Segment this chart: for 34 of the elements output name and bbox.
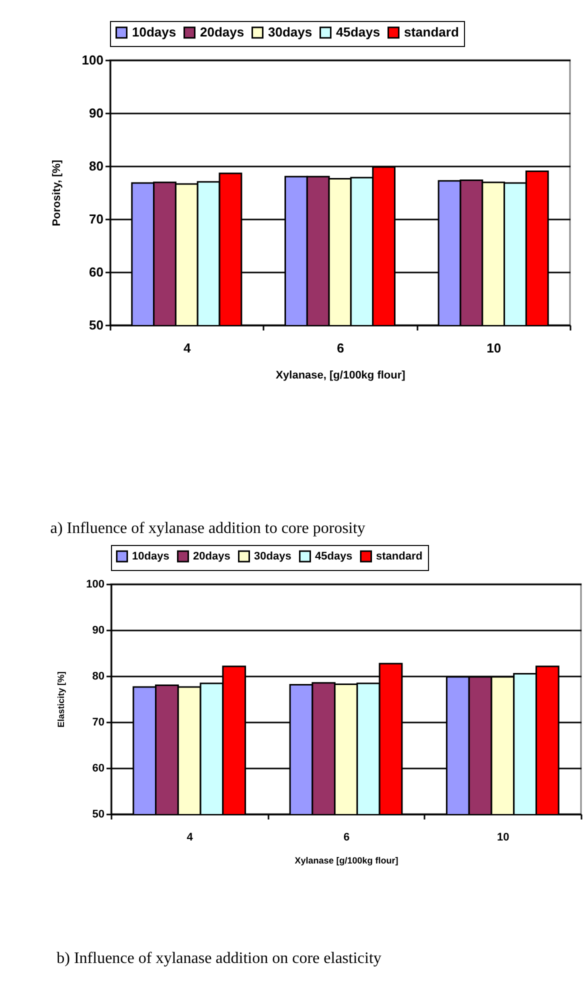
legend-label: 10days: [132, 24, 176, 40]
legend-label: 30days: [254, 550, 292, 562]
y-tick-label: 100: [82, 52, 104, 68]
y-tick-label: 60: [92, 762, 104, 774]
x-axis-title: Xylanase [g/100kg flour]: [294, 856, 398, 866]
legend-label: 20days: [200, 24, 244, 40]
x-tick-label: 6: [343, 832, 350, 844]
x-tick-label: 4: [186, 832, 194, 844]
y-tick-label: 100: [86, 578, 104, 590]
x-tick-label: 10: [486, 340, 502, 356]
y-tick-label: 80: [92, 670, 104, 682]
y-tick-label: 90: [92, 624, 104, 636]
text: b) Influence of xylanase addition on core elasticity: [56, 950, 382, 967]
y-tick-label: 50: [89, 318, 104, 332]
y-tick-label: 70: [92, 716, 104, 728]
x-tick-label: 10: [497, 832, 510, 844]
y-tick-label: 60: [89, 264, 104, 280]
y-axis-title: Elasticity [%]: [56, 671, 66, 728]
legend-label: 30days: [268, 24, 312, 40]
legend-label: standard: [376, 550, 422, 562]
legend-label: 20days: [193, 550, 230, 562]
y-axis-title: Porosity, [%]: [50, 159, 63, 226]
text: a) Influence of xylanase addition to core porosity: [50, 520, 366, 537]
y-tick-label: 80: [89, 158, 104, 174]
x-axis-title: Xylanase, [g/100kg flour]: [276, 370, 406, 382]
y-tick-label: 50: [92, 808, 104, 820]
legend-label: standard: [404, 24, 459, 40]
legend-label: 45days: [336, 24, 380, 40]
y-tick-label: 90: [89, 106, 104, 120]
x-tick-label: 6: [336, 340, 344, 356]
legend-label: 10days: [132, 550, 170, 562]
legend-label: 45days: [315, 550, 352, 562]
x-tick-label: 4: [184, 340, 192, 356]
y-tick-label: 70: [89, 212, 104, 226]
